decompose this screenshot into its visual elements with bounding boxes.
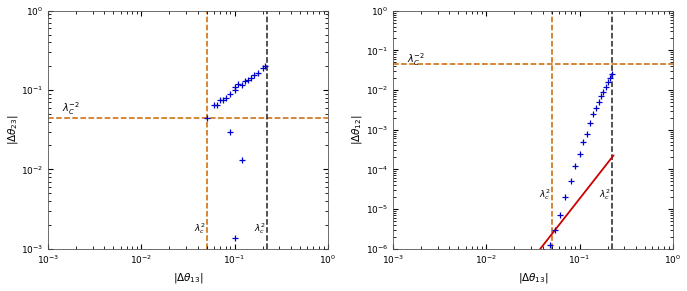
Text: $\lambda_c^2$: $\lambda_c^2$ <box>254 221 265 236</box>
Text: $\lambda_C^{-2}$: $\lambda_C^{-2}$ <box>62 100 80 117</box>
X-axis label: $|\Delta\theta_{13}|$: $|\Delta\theta_{13}|$ <box>172 272 203 285</box>
X-axis label: $|\Delta\theta_{13}|$: $|\Delta\theta_{13}|$ <box>517 272 548 285</box>
Text: $\lambda_c^2$: $\lambda_c^2$ <box>194 221 205 236</box>
Y-axis label: $|\Delta\theta_{23}|$: $|\Delta\theta_{23}|$ <box>5 114 19 145</box>
Y-axis label: $|\Delta\theta_{12}|$: $|\Delta\theta_{12}|$ <box>350 114 364 145</box>
Text: $\lambda_c^2$: $\lambda_c^2$ <box>598 187 611 202</box>
Text: $\lambda_c^2$: $\lambda_c^2$ <box>539 187 550 202</box>
Text: $\lambda_C^{-2}$: $\lambda_C^{-2}$ <box>407 52 425 68</box>
